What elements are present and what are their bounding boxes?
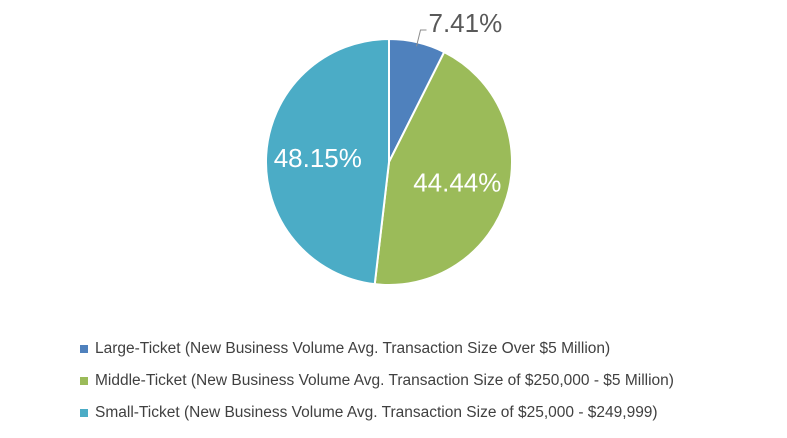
legend-swatch-small-ticket xyxy=(80,409,88,417)
legend-label-middle-ticket: Middle-Ticket (New Business Volume Avg. … xyxy=(95,372,674,389)
legend-swatch-large-ticket xyxy=(80,345,88,353)
legend-label-large-ticket: Large-Ticket (New Business Volume Avg. T… xyxy=(95,340,611,357)
pie-slice-small-ticket xyxy=(265,38,390,286)
data-label-small-ticket: 48.15% xyxy=(274,143,362,173)
legend-item-middle-ticket: Middle-Ticket (New Business Volume Avg. … xyxy=(80,365,770,397)
legend-label-small-ticket: Small-Ticket (New Business Volume Avg. T… xyxy=(95,404,658,421)
data-label-large-ticket: 7.41% xyxy=(429,8,503,38)
legend: Large-Ticket (New Business Volume Avg. T… xyxy=(80,333,770,429)
legend-item-small-ticket: Small-Ticket (New Business Volume Avg. T… xyxy=(80,397,770,429)
pie-slice-middle-ticket xyxy=(373,51,514,286)
leader-line-large-ticket xyxy=(416,29,427,47)
pie-plot-area: 7.41% 44.44% 48.15% xyxy=(265,8,514,286)
legend-item-large-ticket: Large-Ticket (New Business Volume Avg. T… xyxy=(80,333,770,365)
data-label-middle-ticket: 44.44% xyxy=(413,168,501,198)
legend-swatch-middle-ticket xyxy=(80,377,88,385)
